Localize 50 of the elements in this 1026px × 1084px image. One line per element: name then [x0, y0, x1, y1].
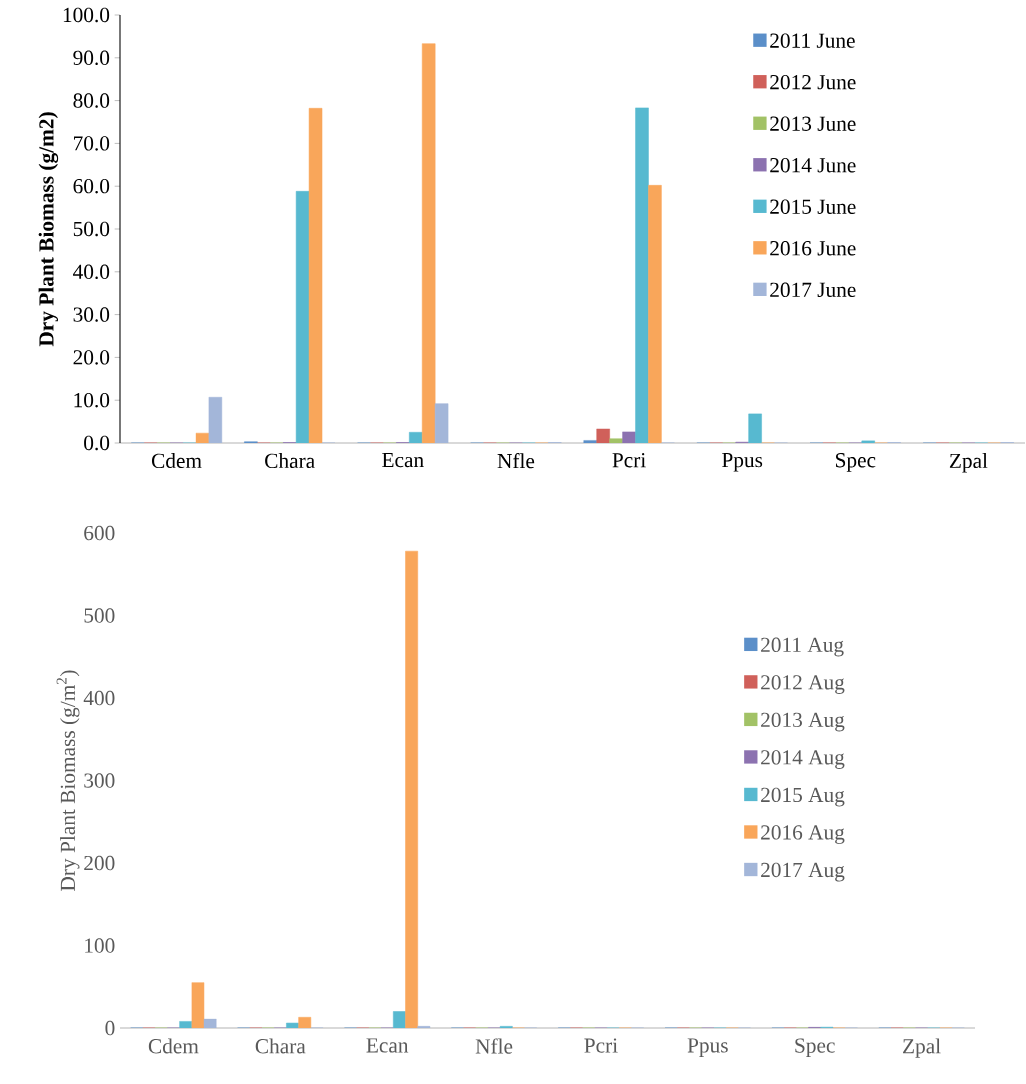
y-tick-label: 80.0	[73, 93, 110, 108]
y-tick-label: 70.0	[74, 136, 110, 151]
legend-label: 2015 Aug	[761, 787, 845, 807]
y-tick-label: 500	[84, 608, 115, 623]
y-axis-title: Dry Plant Biomass (g/m$^{2}$)	[56, 670, 80, 891]
x-tick-label: Cdem	[151, 453, 202, 469]
legend-label: 2016 Aug	[761, 825, 845, 844]
x-tick-label: Pcri	[612, 453, 646, 468]
x-tick-label: Ecan	[382, 453, 424, 468]
y-tick-label: 50.0	[73, 221, 110, 237]
x-tick-label: Nfle	[497, 453, 535, 469]
x-tick-label: Nfle	[475, 1038, 513, 1054]
x-tick-label: Ecan	[366, 1038, 409, 1053]
legend-label: 2012 Aug	[761, 675, 845, 694]
legend-label: 2011 June	[770, 33, 855, 48]
y-tick-label: 400	[83, 690, 115, 706]
x-tick-label: Pcri	[584, 1038, 618, 1053]
y-tick-label: 0	[105, 1020, 115, 1036]
legend-label: 2014 June	[770, 158, 856, 173]
legend-label: 2017 June	[770, 282, 856, 297]
legend-label: 2013 June	[770, 116, 856, 131]
legend-label: 2013 Aug	[761, 712, 845, 732]
y-tick-label: 10.0	[74, 392, 110, 408]
y-tick-label: 40.0	[73, 264, 110, 280]
y-tick-label: 300	[84, 773, 115, 788]
x-tick-label: Zpal	[903, 1038, 941, 1058]
x-tick-label: Cdem	[148, 1038, 199, 1054]
y-tick-label: 90.0	[73, 50, 110, 66]
legend-label: 2014 Aug	[761, 750, 845, 769]
y-tick-label: 200	[84, 855, 115, 871]
legend-label: 2016 June	[770, 241, 856, 256]
x-tick-label: Zpal	[949, 453, 988, 473]
y-tick-label: 100	[85, 938, 115, 953]
y-tick-label: 600	[84, 525, 115, 541]
y-axis-title: Dry Plant Biomass (g/m2)	[38, 112, 59, 347]
y-tick-label: 100.0	[63, 7, 110, 23]
x-tick-label: Chara	[265, 453, 315, 469]
legend-label: 2011 Aug	[761, 637, 844, 657]
x-tick-label: Chara	[255, 1038, 306, 1054]
x-tick-label: Ppus	[687, 1038, 728, 1057]
y-tick-label: 60.0	[73, 178, 110, 194]
legend-label: 2017 Aug	[761, 862, 845, 882]
legend-label: 2015 June	[770, 199, 856, 214]
x-tick-label: Ppus	[722, 453, 763, 472]
y-tick-label: 0.0	[84, 435, 110, 451]
legend-label: 2012 June	[770, 74, 856, 90]
y-tick-label: 30.0	[73, 307, 110, 322]
y-tick-label: 20.0	[73, 350, 110, 365]
x-tick-label: Spec	[795, 1038, 835, 1058]
x-tick-label: Spec	[836, 453, 876, 472]
